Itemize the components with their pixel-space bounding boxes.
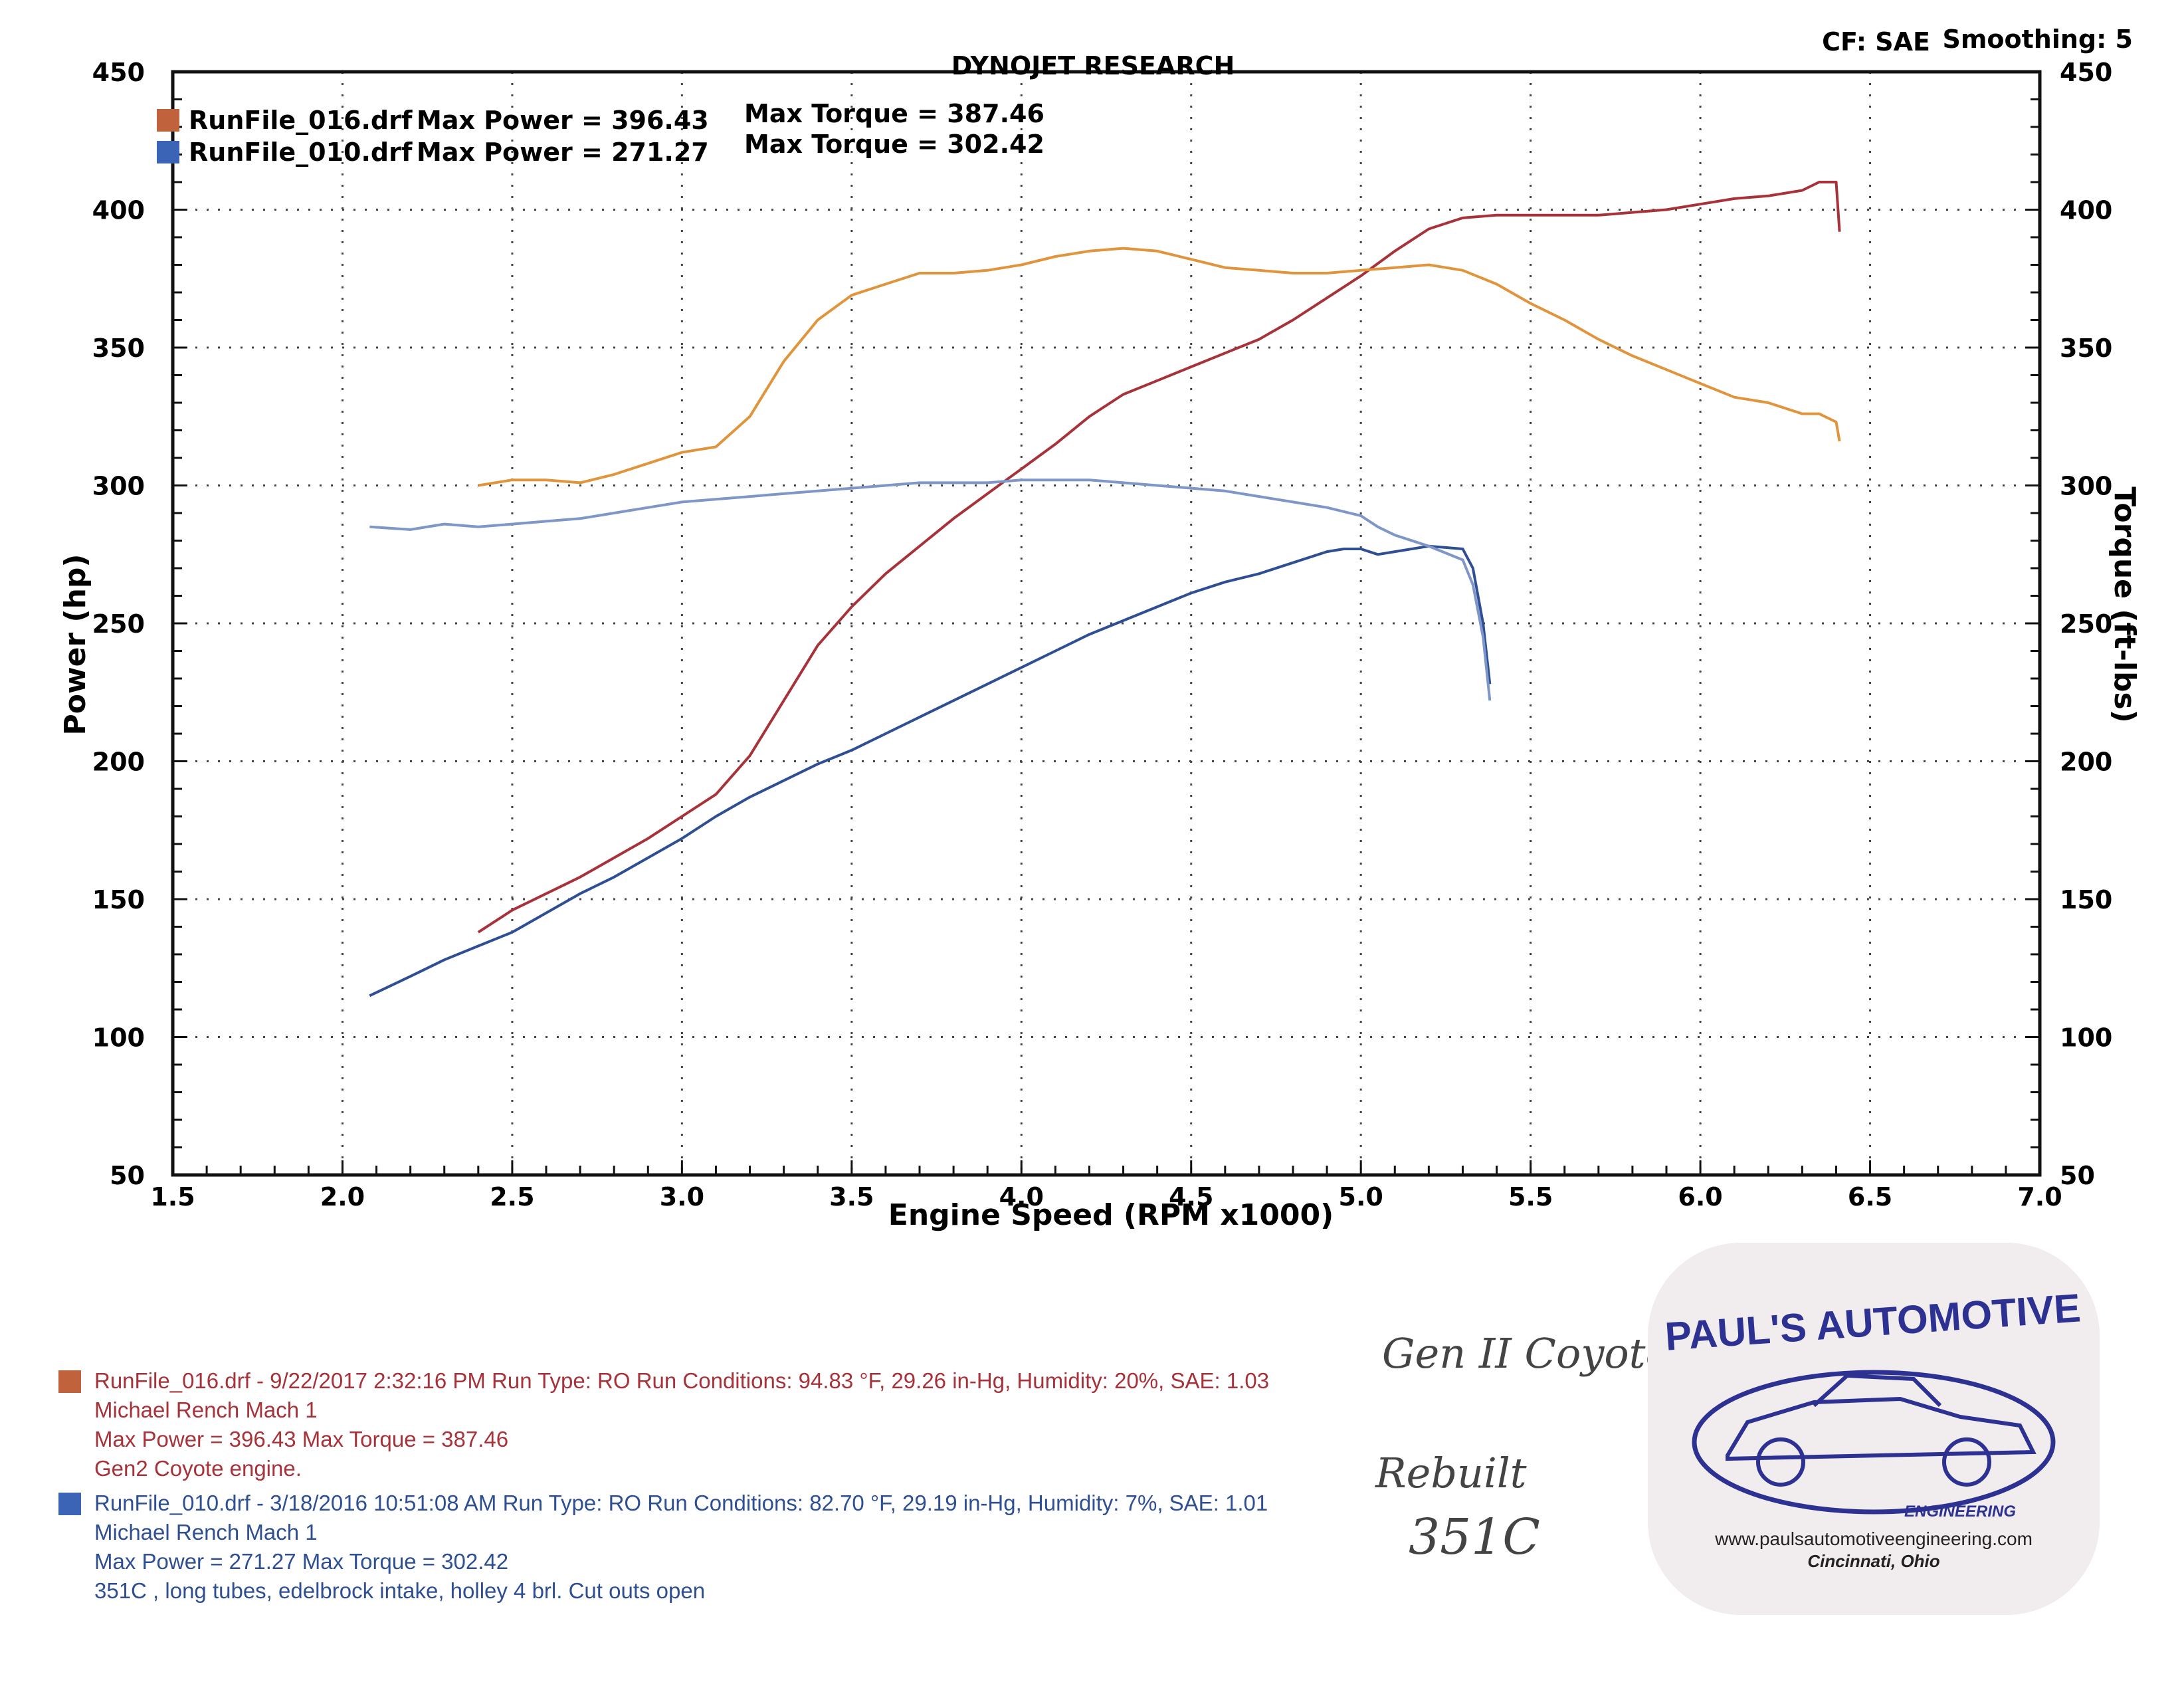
x-tick-label: 6.0 <box>1678 1182 1722 1212</box>
run-note-010-line3: Max Power = 271.27 Max Torque = 302.42 <box>94 1549 509 1574</box>
cf-label: CF: SAE <box>1822 27 1930 56</box>
x-tick-label: 4.5 <box>1169 1182 1213 1212</box>
chart-title: DYNOJET RESEARCH <box>951 51 1235 80</box>
x-tick-label: 5.0 <box>1339 1182 1383 1212</box>
y2-tick-label: 150 <box>2060 885 2112 914</box>
x-tick-label: 4.0 <box>999 1182 1044 1212</box>
legend-010-name: RunFile_010.drf <box>189 138 413 167</box>
y2-axis-label: Torque (ft-lbs) <box>2108 486 2141 723</box>
x-tick-label: 1.5 <box>150 1182 195 1212</box>
logo-ring <box>1692 1370 2056 1515</box>
x-tick-label: 2.0 <box>320 1182 365 1212</box>
y-tick-label: 50 <box>110 1161 145 1190</box>
minor-ticks <box>171 70 2041 1176</box>
run-note-016-line4: Gen2 Coyote engine. <box>94 1456 302 1481</box>
logo-city: Cincinnati, Ohio <box>1807 1551 1939 1571</box>
x-tick-label: 7.0 <box>2017 1182 2062 1212</box>
tick-labels: 1.5 2.0 2.5 3.0 3.5 4.0 4.5 5.0 5.5 6.0 6.5 7.05010… <box>92 58 2113 1212</box>
y2-tick-label: 50 <box>2060 1161 2095 1190</box>
x-tick-label: 5.5 <box>1508 1182 1553 1212</box>
y2-tick-label: 300 <box>2060 472 2112 501</box>
run-note-016-swatch <box>58 1370 81 1393</box>
legend-010-torque: Max Torque = 302.42 <box>744 130 1044 159</box>
legend-swatch-010 <box>157 141 179 163</box>
y2-tick-label: 250 <box>2060 609 2112 639</box>
y2-tick-label: 200 <box>2060 748 2112 777</box>
x-tick-label: 6.5 <box>1848 1182 1892 1212</box>
smoothing-label: Smoothing: 5 <box>1942 25 2133 54</box>
chart-grid <box>173 72 2040 1175</box>
run-note-016-line3: Max Power = 396.43 Max Torque = 387.46 <box>94 1427 509 1451</box>
legend-016-name: RunFile_016.drf <box>189 106 413 135</box>
run-note-010-line1: RunFile_010.drf - 3/18/2016 10:51:08 AM … <box>94 1491 1268 1515</box>
y2-tick-label: 450 <box>2060 58 2112 87</box>
y-tick-label: 200 <box>92 748 145 777</box>
y2-tick-label: 100 <box>2060 1023 2112 1053</box>
handwritten-gen2: Gen II Coyote <box>1382 1329 1670 1378</box>
plot-frame <box>171 70 2042 1177</box>
series-layer <box>369 181 1841 998</box>
legend-016-power: Max Power = 396.43 <box>417 106 709 135</box>
run-note-010-line4: 351C , long tubes, edelbrock intake, hol… <box>94 1578 706 1603</box>
y-tick-label: 300 <box>92 472 145 501</box>
handwritten-engine: 351C <box>1409 1509 1540 1566</box>
y2-tick-label: 400 <box>2060 196 2112 225</box>
run-note-016-line2: Michael Rench Mach 1 <box>94 1398 318 1422</box>
legend-010-power: Max Power = 271.27 <box>417 138 709 167</box>
series-line-1 <box>369 544 1492 998</box>
car-icon <box>1726 1373 2036 1487</box>
run-note-016-line1: RunFile_016.drf - 9/22/2017 2:32:16 PM R… <box>94 1368 1270 1393</box>
run-note-010: RunFile_010.drf - 3/18/2016 10:51:08 AM … <box>58 1489 1268 1606</box>
x-tick-label: 3.0 <box>660 1182 704 1212</box>
run-note-016: RunFile_016.drf - 9/22/2017 2:32:16 PM R… <box>58 1366 1270 1483</box>
logo-url: www.paulsautomotiveengineering.com <box>1714 1528 2033 1549</box>
legend-016-torque: Max Torque = 387.46 <box>744 99 1044 128</box>
y-tick-label: 400 <box>92 196 145 225</box>
series-line-2 <box>478 247 1841 487</box>
legend: RunFile_016.drf Max Power = 396.43 Max T… <box>157 99 1044 167</box>
y-tick-label: 350 <box>92 334 145 363</box>
x-tick-label: 2.5 <box>490 1182 534 1212</box>
y2-tick-label: 350 <box>2060 334 2112 363</box>
legend-swatch-016 <box>157 109 179 132</box>
y-axis-label: Power (hp) <box>58 554 92 735</box>
logo-engineering: ENGINEERING <box>1904 1503 2016 1521</box>
y-tick-label: 150 <box>92 885 145 914</box>
run-note-010-line2: Michael Rench Mach 1 <box>94 1520 318 1544</box>
series-line-3 <box>369 478 1492 701</box>
pauls-automotive-logo: PAUL'S AUTOMOTIVE ENGINEERING www.paulsa… <box>1648 1243 2100 1615</box>
x-axis-label: Engine Speed (RPM x1000) <box>888 1198 1334 1232</box>
x-tick-label: 3.5 <box>829 1182 874 1212</box>
logo-background <box>1648 1243 2100 1615</box>
handwritten-rebuilt: Rebuilt <box>1375 1449 1527 1497</box>
run-note-010-swatch <box>58 1493 81 1515</box>
y-tick-label: 450 <box>92 58 145 87</box>
series-line-0 <box>477 181 1841 934</box>
y-tick-label: 250 <box>92 609 145 639</box>
y-tick-label: 100 <box>92 1023 145 1053</box>
